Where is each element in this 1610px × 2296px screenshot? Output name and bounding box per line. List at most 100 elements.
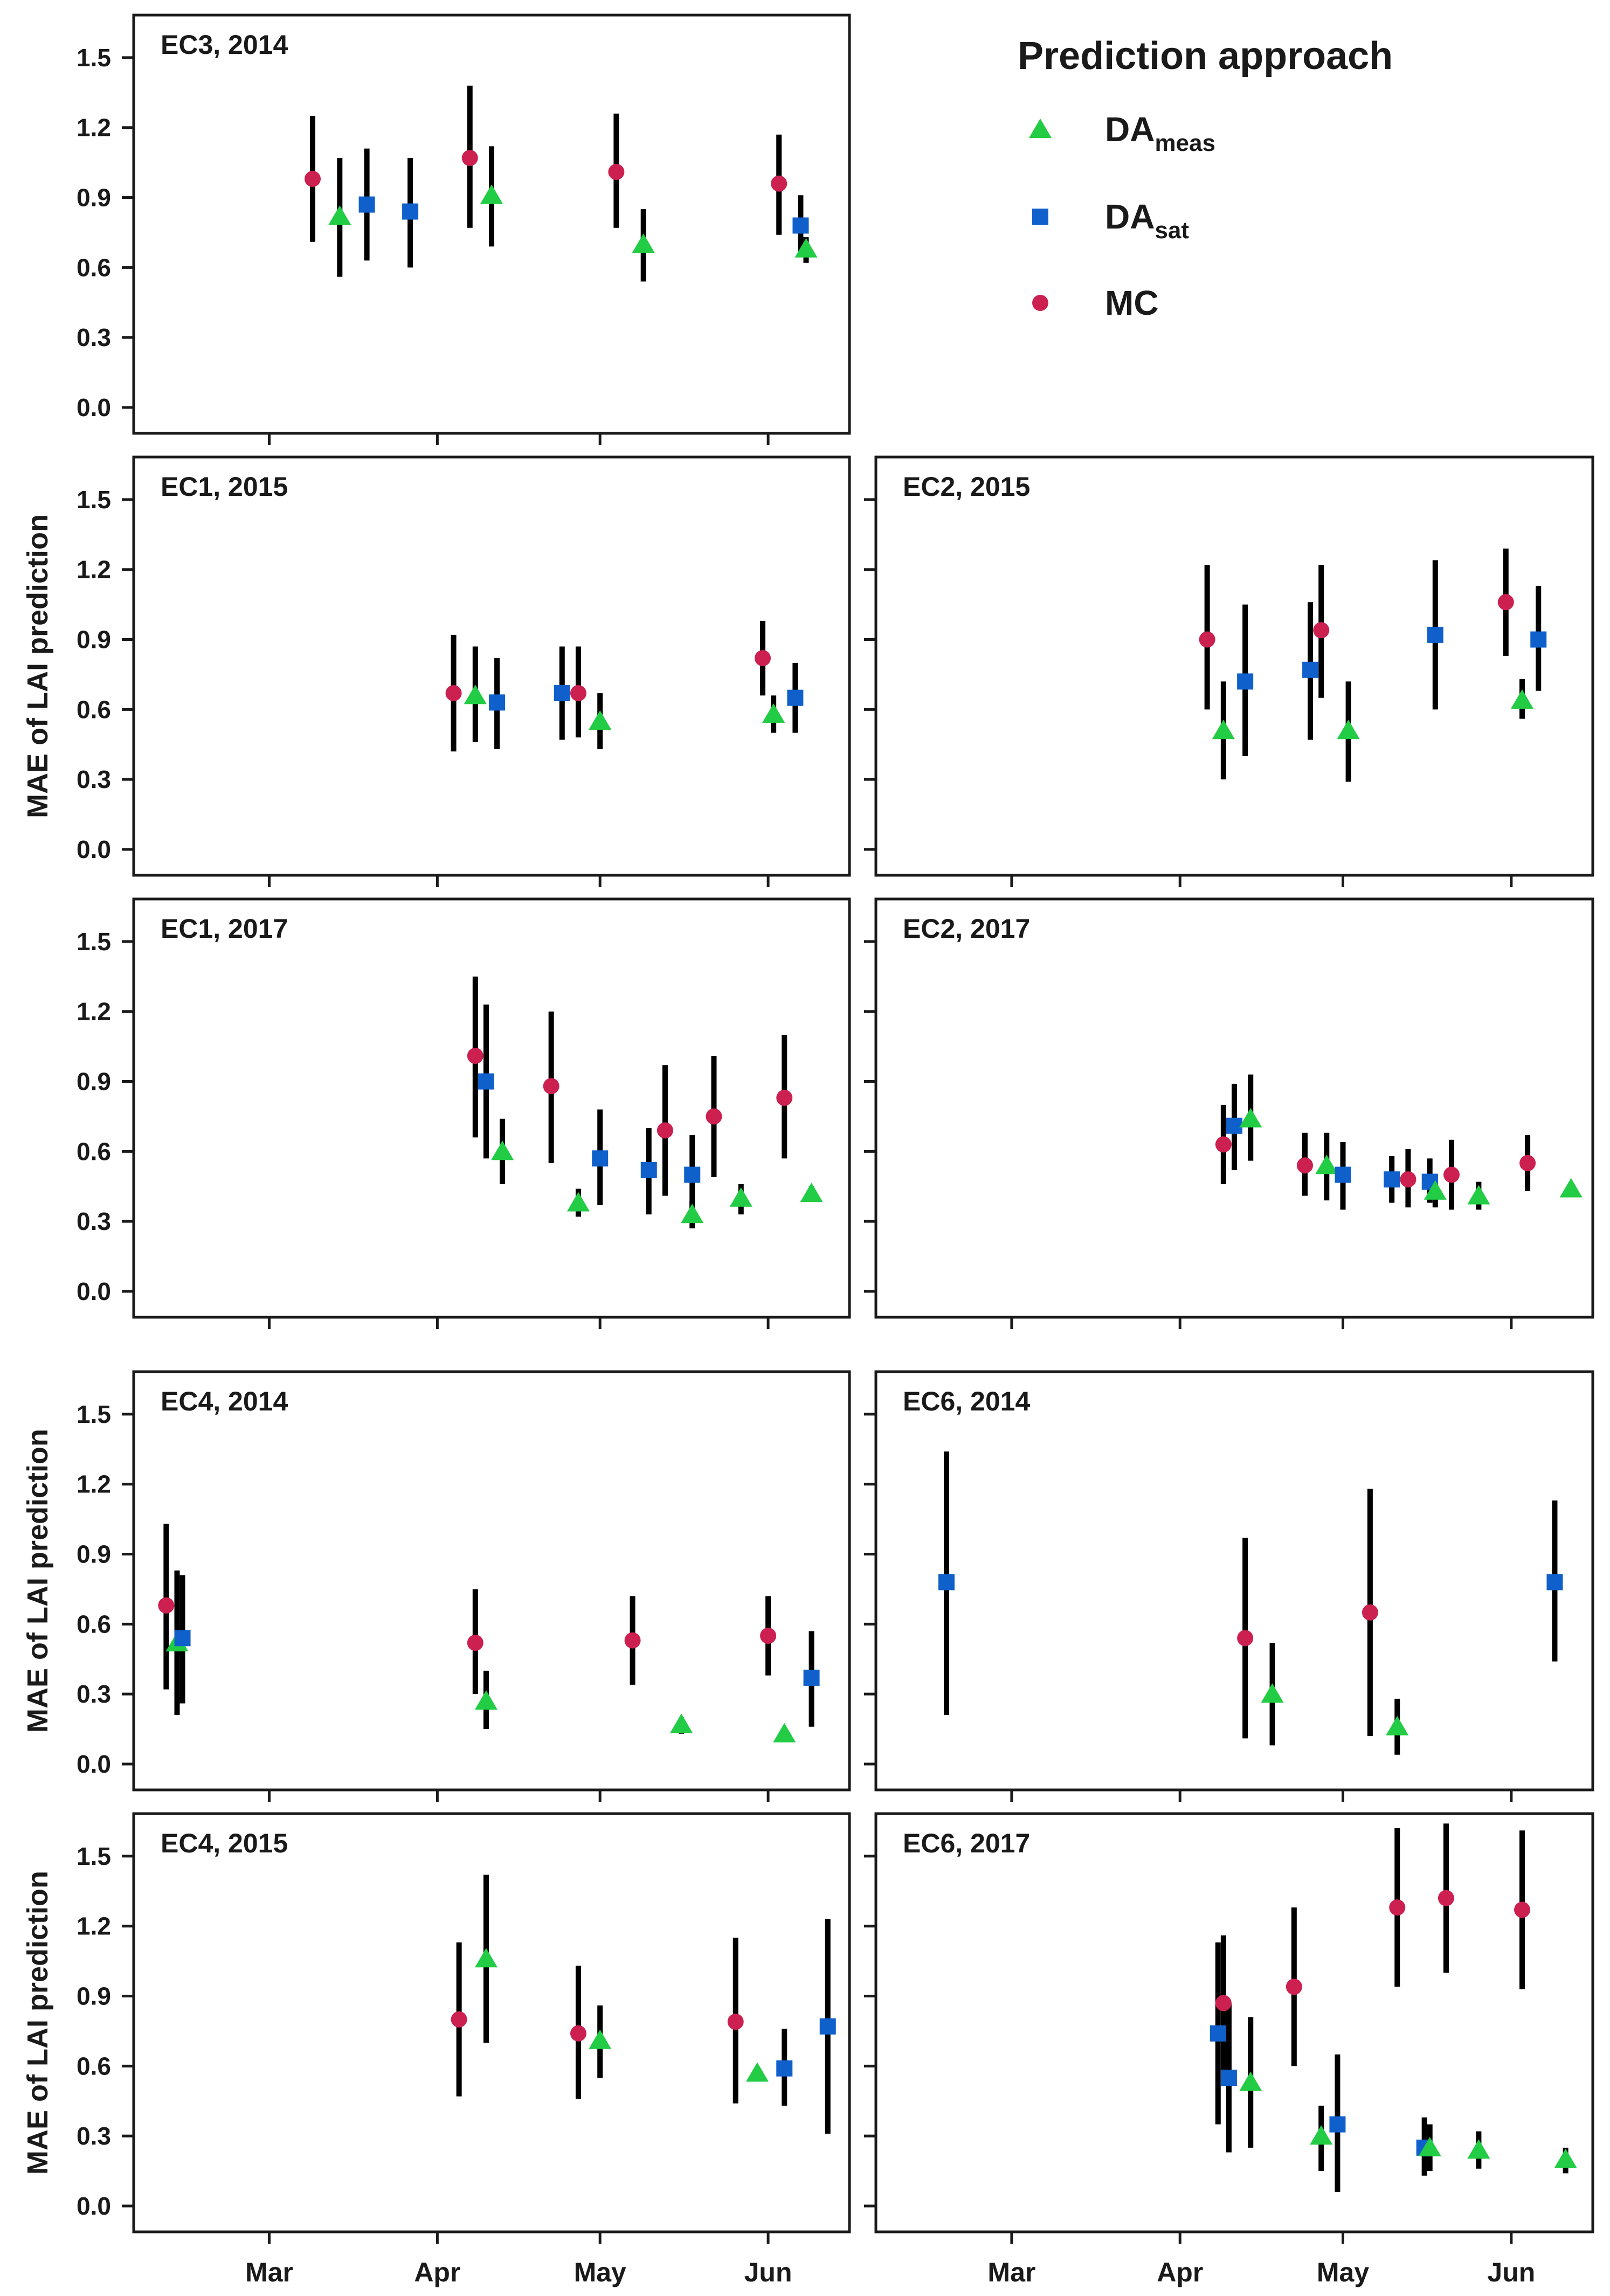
data-point — [1310, 2125, 1333, 2145]
data-point — [305, 170, 321, 187]
y-tick-label: 1.5 — [77, 44, 111, 72]
panel-title: EC4, 2015 — [161, 1828, 288, 1858]
data-point — [174, 1630, 191, 1647]
data-point — [589, 710, 612, 730]
data-point — [773, 1723, 796, 1742]
legend-subscript: sat — [1155, 217, 1189, 244]
data-point — [445, 685, 462, 702]
data-point — [760, 1628, 777, 1644]
data-point — [543, 1078, 559, 1095]
data-point — [570, 2025, 586, 2042]
panel-title: EC4, 2014 — [161, 1386, 288, 1416]
data-point — [402, 203, 419, 220]
data-point — [729, 1187, 752, 1207]
data-point — [489, 694, 506, 711]
y-tick-label: 0.9 — [77, 1068, 111, 1096]
panel-frame — [132, 13, 851, 435]
data-point — [461, 149, 478, 166]
panel-ec4-2014: EC4, 2014 0.0 0.3 0.6 0.9 1.2 1.5 MAE of LAI pr… — [22, 1370, 851, 1802]
legend-entry-mc: MC — [1032, 283, 1159, 322]
data-point — [478, 1073, 494, 1090]
data-point — [1286, 1979, 1302, 1995]
data-point — [792, 217, 809, 234]
y-tick-label: 0.0 — [77, 393, 111, 421]
y-tick-label: 1.5 — [77, 1842, 111, 1870]
data-point — [451, 2011, 467, 2028]
data-point — [1427, 626, 1443, 643]
x-tick-label: Mar — [245, 2257, 293, 2287]
data-point — [1215, 1136, 1232, 1153]
panel-ec2-2015: EC2, 2015 — [864, 455, 1594, 887]
legend-label: MC — [1105, 283, 1159, 322]
data-point — [1443, 1166, 1460, 1183]
data-point — [566, 1192, 590, 1212]
panel-title: EC2, 2015 — [903, 472, 1030, 502]
panel-frame — [132, 1812, 851, 2233]
x-tick-label: Apr — [414, 2257, 460, 2287]
data-point — [1438, 1890, 1454, 1906]
data-point — [1313, 622, 1330, 639]
data-point — [819, 2018, 836, 2035]
data-point — [480, 184, 503, 204]
data-point — [1554, 2148, 1577, 2168]
y-tick-label: 0.9 — [77, 184, 111, 212]
data-point — [1302, 661, 1319, 678]
x-tick-label: Mar — [987, 2257, 1035, 2287]
data-point — [1237, 1630, 1254, 1647]
data-point — [1514, 1901, 1531, 1918]
data-point — [467, 1047, 483, 1064]
data-point — [681, 1204, 704, 1223]
data-point — [1199, 631, 1215, 648]
panel-ec6-2014: EC6, 2014 — [864, 1370, 1594, 1802]
x-tick-label: Jun — [744, 2257, 792, 2287]
y-tick-label: 1.5 — [77, 928, 111, 956]
data-point — [474, 1690, 497, 1710]
panel-ec3-2014: EC3, 2014 0.0 0.3 0.6 0.9 1.2 1.5 — [77, 13, 851, 445]
data-point — [491, 1140, 514, 1160]
data-point — [624, 1632, 641, 1649]
y-tick-label: 0.3 — [77, 765, 111, 793]
y-axis-label: MAE of LAI prediction — [22, 1871, 54, 2175]
data-point — [1220, 2070, 1237, 2086]
data-point — [1337, 720, 1360, 739]
data-point — [1389, 1899, 1406, 1916]
legend: Prediction approach DAmeas DAsat MC — [1018, 34, 1393, 322]
data-point — [1210, 2025, 1226, 2042]
panel-title: EC1, 2015 — [161, 472, 288, 502]
x-tick-label: May — [1317, 2257, 1369, 2287]
data-point — [1418, 2136, 1441, 2156]
y-tick-label: 0.0 — [77, 835, 111, 863]
data-point — [570, 685, 586, 702]
data-point — [1519, 1155, 1536, 1171]
data-point — [800, 1182, 823, 1202]
data-point — [1212, 720, 1235, 739]
data-point — [464, 684, 487, 704]
data-point — [1315, 1154, 1338, 1174]
panel-frame — [132, 1370, 851, 1792]
y-tick-label: 0.3 — [77, 2122, 111, 2150]
data-point — [158, 1597, 175, 1614]
y-tick-label: 0.9 — [77, 1540, 111, 1568]
y-tick-label: 0.6 — [77, 1137, 111, 1165]
panel-title: EC6, 2017 — [903, 1828, 1030, 1858]
panel-frame — [874, 1370, 1594, 1792]
panel-frame — [132, 455, 851, 877]
data-point — [589, 2029, 612, 2049]
panel-title: EC6, 2014 — [903, 1386, 1030, 1416]
data-point — [467, 1634, 483, 1651]
x-tick-label: May — [574, 2257, 626, 2287]
y-tick-label: 0.0 — [77, 1277, 111, 1305]
data-point — [1386, 1716, 1409, 1735]
y-tick-label: 0.3 — [77, 323, 111, 351]
y-tick-label: 0.6 — [77, 1610, 111, 1638]
data-point — [776, 1089, 793, 1106]
data-point — [1400, 1171, 1416, 1188]
data-point — [1335, 1166, 1351, 1183]
panel-ec1-2015: EC1, 2015 0.0 0.3 0.6 0.9 1.2 1.5 MAE of LAI pr… — [22, 455, 851, 887]
panel-ec1-2017: EC1, 2017 0.0 0.3 0.6 0.9 1.2 1.5 — [77, 897, 851, 1329]
panel-ec6-2017: EC6, 2017 Mar Apr May Jun — [864, 1812, 1594, 2287]
panel-frame — [874, 455, 1594, 877]
panel-title: EC3, 2014 — [161, 30, 288, 60]
y-tick-label: 1.2 — [77, 998, 111, 1026]
